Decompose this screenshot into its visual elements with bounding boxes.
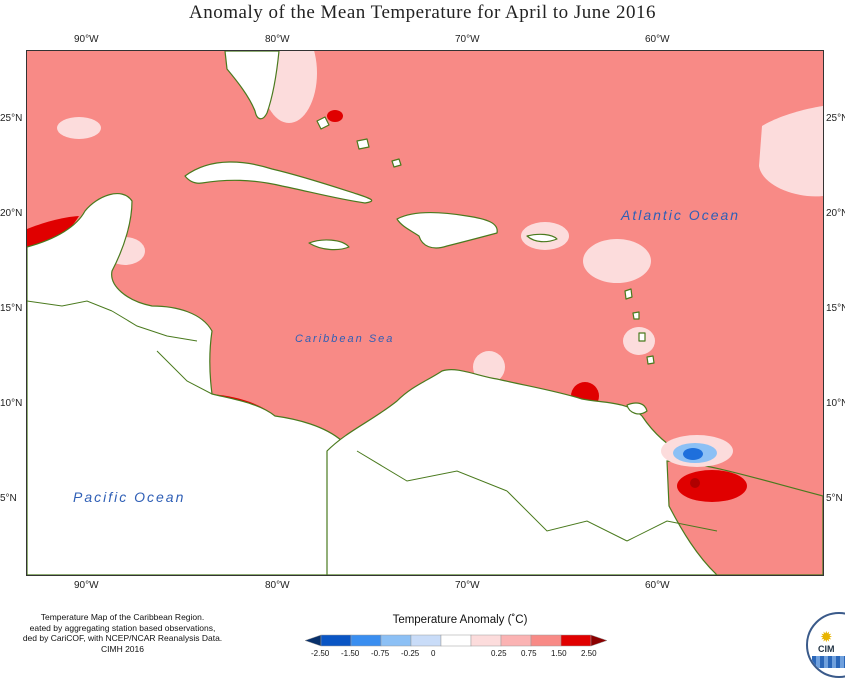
- legend-colorbar: [304, 634, 608, 647]
- legend-label: -2.50: [311, 649, 330, 658]
- legend-swatch: [500, 634, 532, 647]
- lat-tick-right-10n: 10°N: [826, 398, 845, 409]
- legend-label: -1.50: [341, 649, 360, 658]
- credits-block: Temperature Map of the Caribbean Region.…: [0, 612, 245, 654]
- legend-swatch: [440, 634, 472, 647]
- legend-swatch: [380, 634, 412, 647]
- anomaly-map: Atlantic Ocean Caribbean Sea Pacific Oce…: [26, 50, 824, 576]
- lat-tick-left-25n: 25°N: [0, 113, 23, 124]
- legend-swatch: [560, 634, 592, 647]
- color-legend: -2.50 -1.50 -0.75 -0.25 0 0.25 0.75 1.50 2.50: [304, 632, 615, 677]
- legend-swatch: [320, 634, 352, 647]
- legend-swatch: [470, 634, 502, 647]
- legend-label: 0: [431, 649, 436, 658]
- legend-swatch: [590, 634, 608, 647]
- lat-tick-right-5n: 5°N: [826, 493, 843, 504]
- credits-line-1: Temperature Map of the Caribbean Region.: [40, 612, 205, 622]
- lat-tick-left-5n: 5°N: [0, 493, 17, 504]
- map-title: Anomaly of the Mean Temperature for Apri…: [189, 2, 656, 23]
- lon-tick-bottom-60w: 60°W: [645, 580, 670, 591]
- lat-tick-right-25n: 25°N: [826, 113, 845, 124]
- lat-tick-left-15n: 15°N: [0, 303, 23, 314]
- legend-swatch: [410, 634, 442, 647]
- country-borders: [27, 300, 718, 542]
- legend-label: -0.25: [401, 649, 420, 658]
- lat-tick-right-20n: 20°N: [826, 208, 845, 219]
- legend-swatch: [350, 634, 382, 647]
- legend-label: -0.75: [371, 649, 390, 658]
- lon-tick-top-60w: 60°W: [645, 34, 670, 45]
- lat-tick-left-20n: 20°N: [0, 208, 23, 219]
- sun-icon: ✹: [820, 629, 833, 646]
- lon-tick-bottom-90w: 90°W: [74, 580, 99, 591]
- lat-tick-right-15n: 15°N: [826, 303, 845, 314]
- credits-line-3: ded by CariCOF, with NCEP/NCAR Reanalysi…: [22, 633, 223, 643]
- cimh-logo: ✹ CIM: [806, 612, 845, 678]
- label-pacific-ocean: Pacific Ocean: [73, 489, 186, 505]
- legend-label: 1.50: [551, 649, 567, 658]
- logo-text: CIM: [818, 644, 835, 654]
- lon-tick-bottom-80w: 80°W: [265, 580, 290, 591]
- legend-swatch: [530, 634, 562, 647]
- lon-tick-top-90w: 90°W: [74, 34, 99, 45]
- legend-label: 0.75: [521, 649, 537, 658]
- credits-line-2: eated by aggregating station based obser…: [29, 622, 216, 633]
- credits-line-4: CIMH 2016: [101, 643, 144, 654]
- legend-title: Temperature Anomaly (˚C): [392, 614, 528, 626]
- label-caribbean-sea: Caribbean Sea: [295, 333, 395, 345]
- land-anomaly: [661, 435, 823, 575]
- lon-tick-top-80w: 80°W: [265, 34, 290, 45]
- label-atlantic-ocean: Atlantic Ocean: [621, 207, 741, 223]
- lon-tick-top-70w: 70°W: [455, 34, 480, 45]
- map-canvas: [27, 51, 823, 575]
- legend-swatch: [304, 634, 322, 647]
- legend-label: 2.50: [581, 649, 597, 658]
- lat-tick-left-10n: 10°N: [0, 398, 23, 409]
- wave-icon: [812, 656, 845, 668]
- legend-label: 0.25: [491, 649, 507, 658]
- lon-tick-bottom-70w: 70°W: [455, 580, 480, 591]
